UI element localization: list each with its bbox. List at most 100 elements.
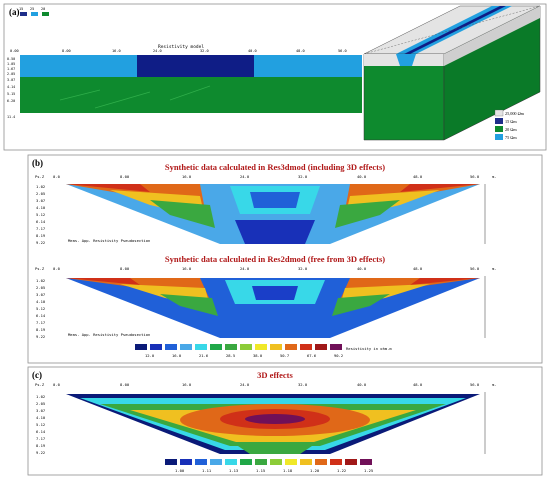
cb-c-swatch	[240, 459, 252, 465]
legend-label-1: 15	[19, 7, 23, 11]
cb-c-swatch	[360, 459, 372, 465]
ps2-center-blue	[252, 286, 298, 300]
cb-c-value: 1.00	[175, 468, 185, 473]
block-legend-label: 25,000 Ωm	[505, 111, 525, 117]
b1-xtick: 16.0	[182, 174, 192, 179]
c-axis-label: Ps.Z	[35, 382, 45, 387]
legend-swatch-3	[42, 12, 49, 16]
b1-depth-tick: 8.19	[36, 233, 46, 238]
b1-xtick: 8.00	[120, 174, 130, 179]
panel-b: (b) Synthetic data calculated in Res3dmo…	[27, 154, 543, 364]
c-depth-tick: 2.05	[36, 401, 45, 406]
ps2-right-green	[332, 294, 390, 316]
cb-c-swatch	[345, 459, 357, 465]
c-depth-tick: 8.19	[36, 443, 46, 448]
cb-b-value: 50.7	[280, 353, 289, 358]
cb-c-swatch	[285, 459, 297, 465]
block-front	[363, 53, 445, 141]
block-legend-label: 75 Ωm	[505, 135, 517, 140]
cb-b-swatch	[165, 344, 177, 350]
cb-b-swatch	[270, 344, 282, 350]
cb-c-value: 1.13	[229, 468, 238, 473]
cb-b-swatch	[135, 344, 147, 350]
ps1-right-green	[335, 200, 400, 228]
cb-b-swatch	[285, 344, 297, 350]
b1-xtick: 48.0	[413, 174, 423, 179]
a-depth-tick: 0.50	[7, 57, 15, 61]
c-xtick: 32.0	[298, 382, 308, 387]
a-depth-tick: 2.05	[7, 72, 15, 76]
b1-depth-tick: 1.02	[36, 184, 45, 189]
cb-b-swatch	[240, 344, 252, 350]
c-depth-tick: 5.12	[36, 422, 45, 427]
cb-c-swatch	[255, 459, 267, 465]
c-axes: Ps.Z 0.0 8.00 16.0 24.0 32.0 40.0 48.0 5…	[35, 382, 497, 455]
b1-xtick: 56.0	[470, 174, 480, 179]
b2-axes: Ps.Z 0.0 8.00 16.0 24.0 32.0 40.0 48.0 5…	[35, 266, 497, 339]
c-depth-tick: 4.10	[36, 415, 46, 420]
b1-xtick: 32.0	[298, 174, 308, 179]
b1-depth-tick: 4.10	[36, 205, 46, 210]
colorbar-b: 12.0 16.0 21.6 28.5 38.0 50.7 67.6 90.2 …	[135, 344, 392, 358]
a-depth-tick: 6.20	[7, 99, 15, 103]
ps2-left-green	[160, 294, 218, 316]
cb-b-value: 16.0	[172, 353, 182, 358]
c-depth-tick: 3.07	[36, 408, 45, 413]
c-bottom-green	[235, 444, 315, 454]
legend-label-3: 20	[41, 7, 45, 11]
c-unit: m.	[492, 382, 497, 387]
model-texture	[59, 85, 211, 109]
cb-c-swatch	[300, 459, 312, 465]
block-side-top-strip	[444, 6, 540, 66]
cb-c-swatch	[270, 459, 282, 465]
legend-label-2: 25	[30, 7, 34, 11]
cb-c-swatch	[225, 459, 237, 465]
ps1-right-red	[400, 184, 480, 192]
panel-c-title: 3D effects	[257, 370, 293, 380]
c-depth-tick: 7.17	[36, 436, 45, 441]
panel-b-label: (b)	[32, 158, 43, 168]
a-xtick: 0.00	[10, 49, 19, 53]
panel-a-depth-ticks: 0.50 1.05 1.67 2.05 3.07 4.14 5.15 6.20 …	[7, 57, 15, 119]
cb-c-value: 1.18	[283, 468, 293, 473]
panel-c: (c) 3D effects Ps.Z 0.0 8.00 16.0 24.0 3…	[27, 366, 543, 476]
b2-xtick: 40.0	[357, 266, 367, 271]
panel-a-small-legend: 15 25 20	[19, 7, 49, 16]
b1-xtick: 0.0	[53, 174, 61, 179]
b1-depth-tick: 7.17	[36, 226, 45, 231]
b1-xtick: 40.0	[357, 174, 367, 179]
ps2-left-red	[66, 278, 140, 285]
b2-depth-tick: 9.22	[36, 334, 45, 339]
pseudosection-3d: Meas. App. Resistivity Pseudosection	[66, 184, 480, 244]
c-xtick: 24.0	[240, 382, 250, 387]
b1-depth-tick: 9.22	[36, 240, 45, 245]
b2-unit: m.	[492, 266, 497, 271]
ps1-center-blue	[250, 192, 300, 208]
c-xtick: 40.0	[357, 382, 367, 387]
c-xtick: 48.0	[413, 382, 423, 387]
a-xtick: 48.0	[296, 49, 305, 53]
cb-b-value: 90.2	[334, 353, 343, 358]
a-depth-tick: 1.67	[7, 67, 15, 71]
a-depth-tick: 4.14	[7, 85, 15, 89]
cb-c-swatch	[180, 459, 192, 465]
ps2-right-red	[410, 278, 480, 285]
panel-b-title-top: Synthetic data calculated in Res3dmod (i…	[165, 162, 385, 172]
c-depth-tick: 6.14	[36, 429, 46, 434]
block-front-channel	[396, 54, 416, 66]
b2-xtick: 0.0	[53, 266, 61, 271]
b2-xtick: 24.0	[240, 266, 250, 271]
cb-b-value: 67.6	[307, 353, 317, 358]
ps1-left-green	[150, 200, 215, 228]
ps1-left-red	[66, 184, 150, 192]
cb-c-swatch	[330, 459, 342, 465]
panel-c-label: (c)	[32, 370, 42, 380]
b1-unit: m.	[492, 174, 497, 179]
b1-xtick: 24.0	[240, 174, 250, 179]
ps1-left-orange	[66, 184, 205, 210]
block-legend: 25,000 Ωm 15 Ωm 20 Ωm 75 Ωm	[494, 109, 525, 140]
c-depth-tick: 9.22	[36, 450, 45, 455]
cb-c-swatch	[165, 459, 177, 465]
model-conductive-block	[137, 55, 254, 77]
cb-b-swatch	[255, 344, 267, 350]
